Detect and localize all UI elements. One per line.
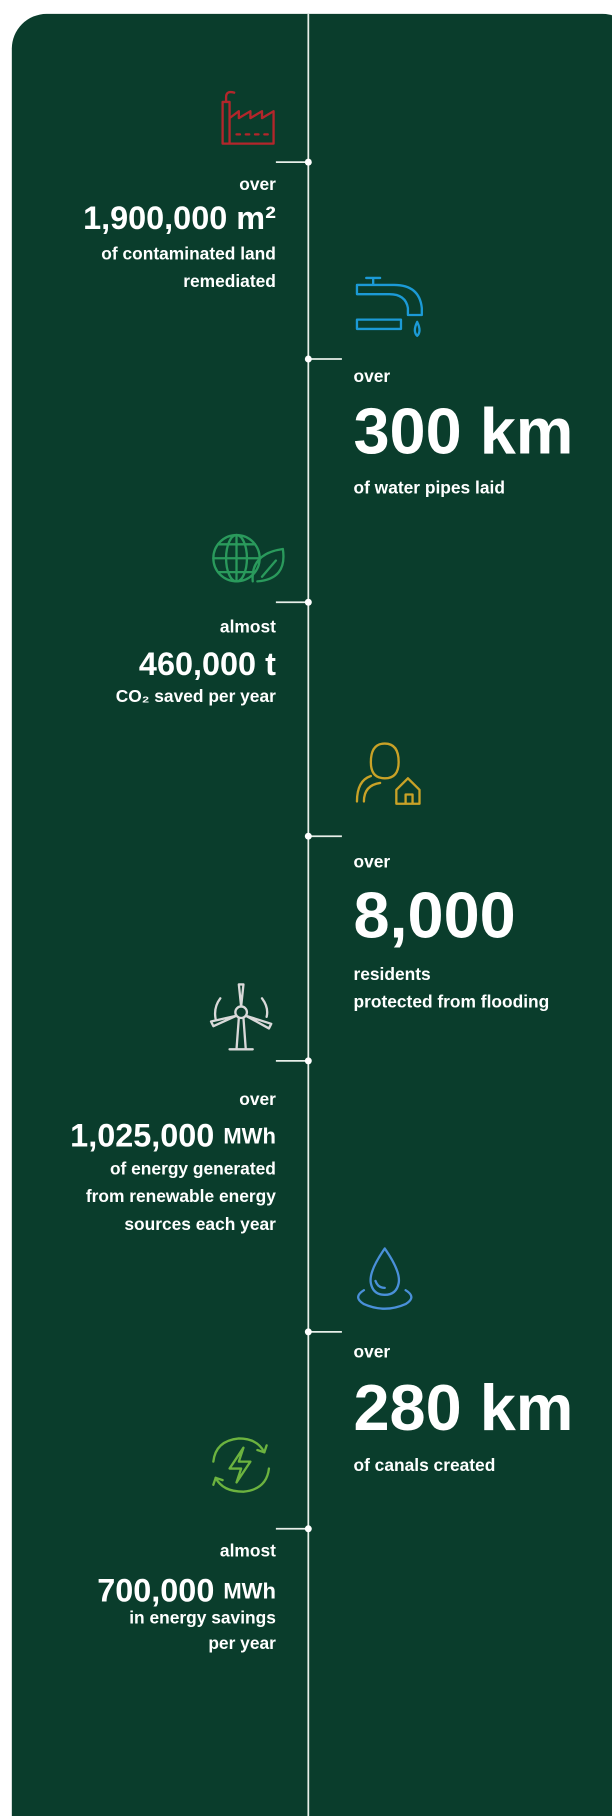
turbine-icon <box>209 983 273 1051</box>
tick-dot <box>304 598 312 606</box>
tick-dot <box>304 1057 312 1065</box>
qualifier: over <box>239 174 276 194</box>
tick-dot <box>304 355 312 363</box>
value: 460,000 t <box>139 646 276 682</box>
description: per year <box>208 1633 276 1653</box>
value: 1,025,000 MWh <box>70 1117 276 1153</box>
value: 8,000 <box>353 879 515 952</box>
description: protected from flooding <box>353 992 549 1012</box>
description: remediated <box>183 271 276 291</box>
value-number: 8,000 <box>353 879 515 952</box>
description: in energy savings <box>129 1608 276 1628</box>
value-number: 1,025,000 <box>70 1117 214 1153</box>
qualifier: over <box>353 1341 390 1361</box>
value-unit: km <box>480 1371 574 1444</box>
tap-icon <box>355 276 423 338</box>
description: CO₂ saved per year <box>116 686 276 706</box>
value: 700,000 MWh <box>97 1572 276 1608</box>
description: of contaminated land <box>101 243 276 263</box>
description: sources each year <box>124 1214 276 1234</box>
tick-dot <box>304 832 312 840</box>
value-number: 280 <box>353 1371 461 1444</box>
factory-icon <box>221 90 275 145</box>
value: 280 km <box>353 1371 573 1444</box>
energy-icon <box>212 1437 271 1493</box>
value-unit: m² <box>236 200 276 236</box>
value-unit: MWh <box>223 1123 276 1148</box>
qualifier: over <box>239 1089 276 1109</box>
value-unit: km <box>480 395 574 468</box>
value-number: 700,000 <box>97 1572 214 1608</box>
drop-icon <box>356 1247 413 1310</box>
qualifier: almost <box>220 1541 276 1561</box>
value-unit: t <box>265 646 276 682</box>
globe-icon <box>212 533 285 583</box>
description: of canals created <box>353 1455 495 1475</box>
qualifier: over <box>353 851 390 871</box>
value: 1,900,000 m² <box>83 200 276 236</box>
description: of water pipes laid <box>353 477 504 497</box>
description: residents <box>353 964 430 984</box>
description: of energy generated <box>110 1158 276 1178</box>
value: 300 km <box>353 395 573 468</box>
value-number: 1,900,000 <box>83 200 227 236</box>
value-number: 460,000 <box>139 646 256 682</box>
tick-dot <box>304 1525 312 1533</box>
resident-icon <box>355 742 421 805</box>
tick-dot <box>304 158 312 166</box>
qualifier: over <box>353 366 390 386</box>
qualifier: almost <box>220 616 276 636</box>
tick-dot <box>304 1328 312 1336</box>
description: from renewable energy <box>86 1186 276 1206</box>
value-unit: MWh <box>223 1578 276 1603</box>
value-number: 300 <box>353 395 461 468</box>
card <box>11 13 612 1816</box>
